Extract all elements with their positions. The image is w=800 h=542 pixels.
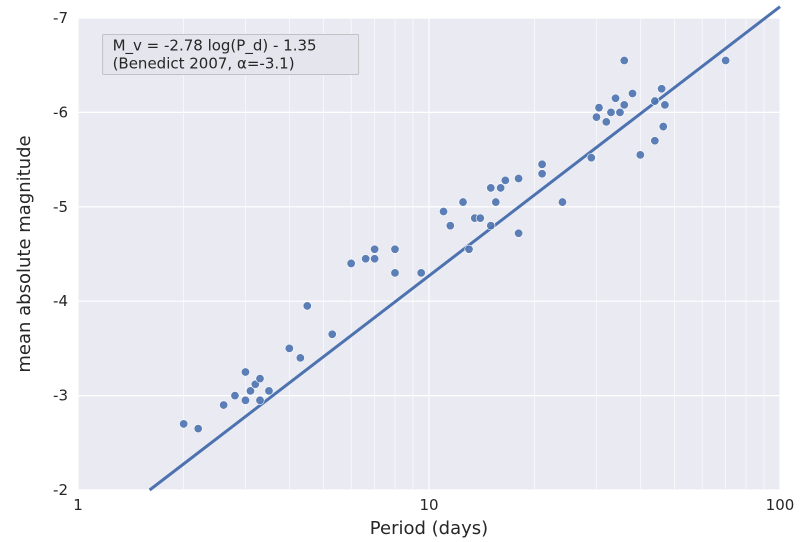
legend-text: M_v = -2.78 log(P_d) - 1.35	[113, 37, 317, 56]
data-point	[194, 424, 202, 432]
data-point	[514, 174, 522, 182]
data-point	[661, 101, 669, 109]
data-point	[651, 137, 659, 145]
data-point	[592, 113, 600, 121]
data-point	[256, 396, 264, 404]
data-point	[496, 184, 504, 192]
data-point	[231, 391, 239, 399]
data-point	[492, 198, 500, 206]
x-tick-label: 1	[73, 496, 83, 514]
data-point	[219, 401, 227, 409]
data-point	[721, 56, 729, 64]
data-point	[587, 154, 595, 162]
y-tick-label: -5	[53, 198, 68, 216]
data-point	[538, 170, 546, 178]
x-axis-label: Period (days)	[370, 518, 488, 539]
data-point	[256, 374, 264, 382]
data-point	[602, 118, 610, 126]
pl-relation-chart: 1 10 100 -2 -3 -4 -5 -6 -7 Period (days) mean abso…	[0, 0, 800, 542]
data-point	[595, 103, 603, 111]
data-point	[616, 108, 624, 116]
data-point	[285, 344, 293, 352]
data-point	[465, 245, 473, 253]
data-point	[620, 56, 628, 64]
data-point	[620, 101, 628, 109]
y-tick-label: -6	[53, 103, 68, 121]
data-point	[179, 420, 187, 428]
data-point	[391, 245, 399, 253]
data-point	[370, 245, 378, 253]
data-point	[439, 207, 447, 215]
data-point	[607, 108, 615, 116]
data-point	[446, 221, 454, 229]
data-point	[370, 255, 378, 263]
data-point	[347, 259, 355, 267]
data-point	[241, 396, 249, 404]
y-tick-label: -7	[53, 9, 68, 27]
legend-text: (Benedict 2007, α=-3.1)	[113, 55, 295, 73]
y-axis-label: mean absolute magnitude	[14, 135, 35, 372]
data-point	[659, 122, 667, 130]
y-tick-label: -2	[53, 481, 68, 499]
x-tick-label: 10	[419, 496, 438, 514]
y-tick-label: -3	[53, 387, 68, 405]
data-point	[514, 229, 522, 237]
data-point	[487, 221, 495, 229]
data-point	[303, 302, 311, 310]
data-point	[558, 198, 566, 206]
data-point	[296, 354, 304, 362]
x-tick-label: 100	[766, 496, 795, 514]
chart-svg: 1 10 100 -2 -3 -4 -5 -6 -7 Period (days) mean abso…	[0, 0, 800, 542]
data-point	[657, 85, 665, 93]
data-point	[476, 214, 484, 222]
data-point	[265, 387, 273, 395]
data-point	[628, 89, 636, 97]
data-point	[361, 255, 369, 263]
data-point	[636, 151, 644, 159]
data-point	[417, 269, 425, 277]
data-point	[611, 94, 619, 102]
data-point	[487, 184, 495, 192]
data-point	[538, 160, 546, 168]
data-point	[459, 198, 467, 206]
data-point	[651, 97, 659, 105]
data-point	[501, 176, 509, 184]
data-point	[391, 269, 399, 277]
data-point	[241, 368, 249, 376]
data-point	[328, 330, 336, 338]
y-tick-label: -4	[53, 292, 68, 310]
